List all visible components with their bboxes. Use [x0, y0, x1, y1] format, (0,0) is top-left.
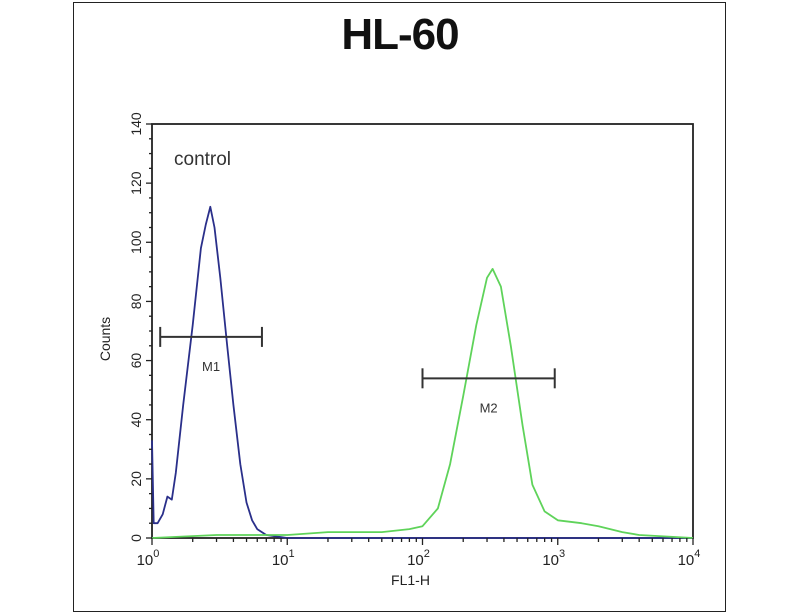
- y-tick-label: 0: [128, 534, 144, 542]
- series-line-1: [151, 268, 694, 539]
- x-tick-label: 100: [137, 548, 160, 569]
- plot-area: [151, 123, 694, 539]
- y-tick-label: 60: [128, 353, 144, 369]
- x-tick-label: 101: [272, 548, 295, 569]
- x-tick-label: 102: [407, 548, 430, 569]
- y-axis-label: Counts: [97, 317, 113, 361]
- y-tick-label: 40: [128, 412, 144, 428]
- y-tick-label: 140: [128, 112, 144, 136]
- y-tick-label: 120: [128, 171, 144, 195]
- x-tick-label: 103: [542, 548, 565, 569]
- series-line-0: [151, 205, 693, 539]
- y-tick-label: 20: [128, 471, 144, 487]
- marker-label: M1: [202, 359, 220, 374]
- marker-label: M2: [480, 400, 498, 415]
- control-annotation: control: [174, 149, 231, 170]
- x-axis-label: FL1-H: [391, 572, 430, 588]
- chart-title: HL-60: [341, 10, 459, 59]
- x-tick-label: 104: [678, 548, 701, 569]
- y-tick-label: 80: [128, 293, 144, 309]
- y-tick-label: 100: [128, 230, 144, 254]
